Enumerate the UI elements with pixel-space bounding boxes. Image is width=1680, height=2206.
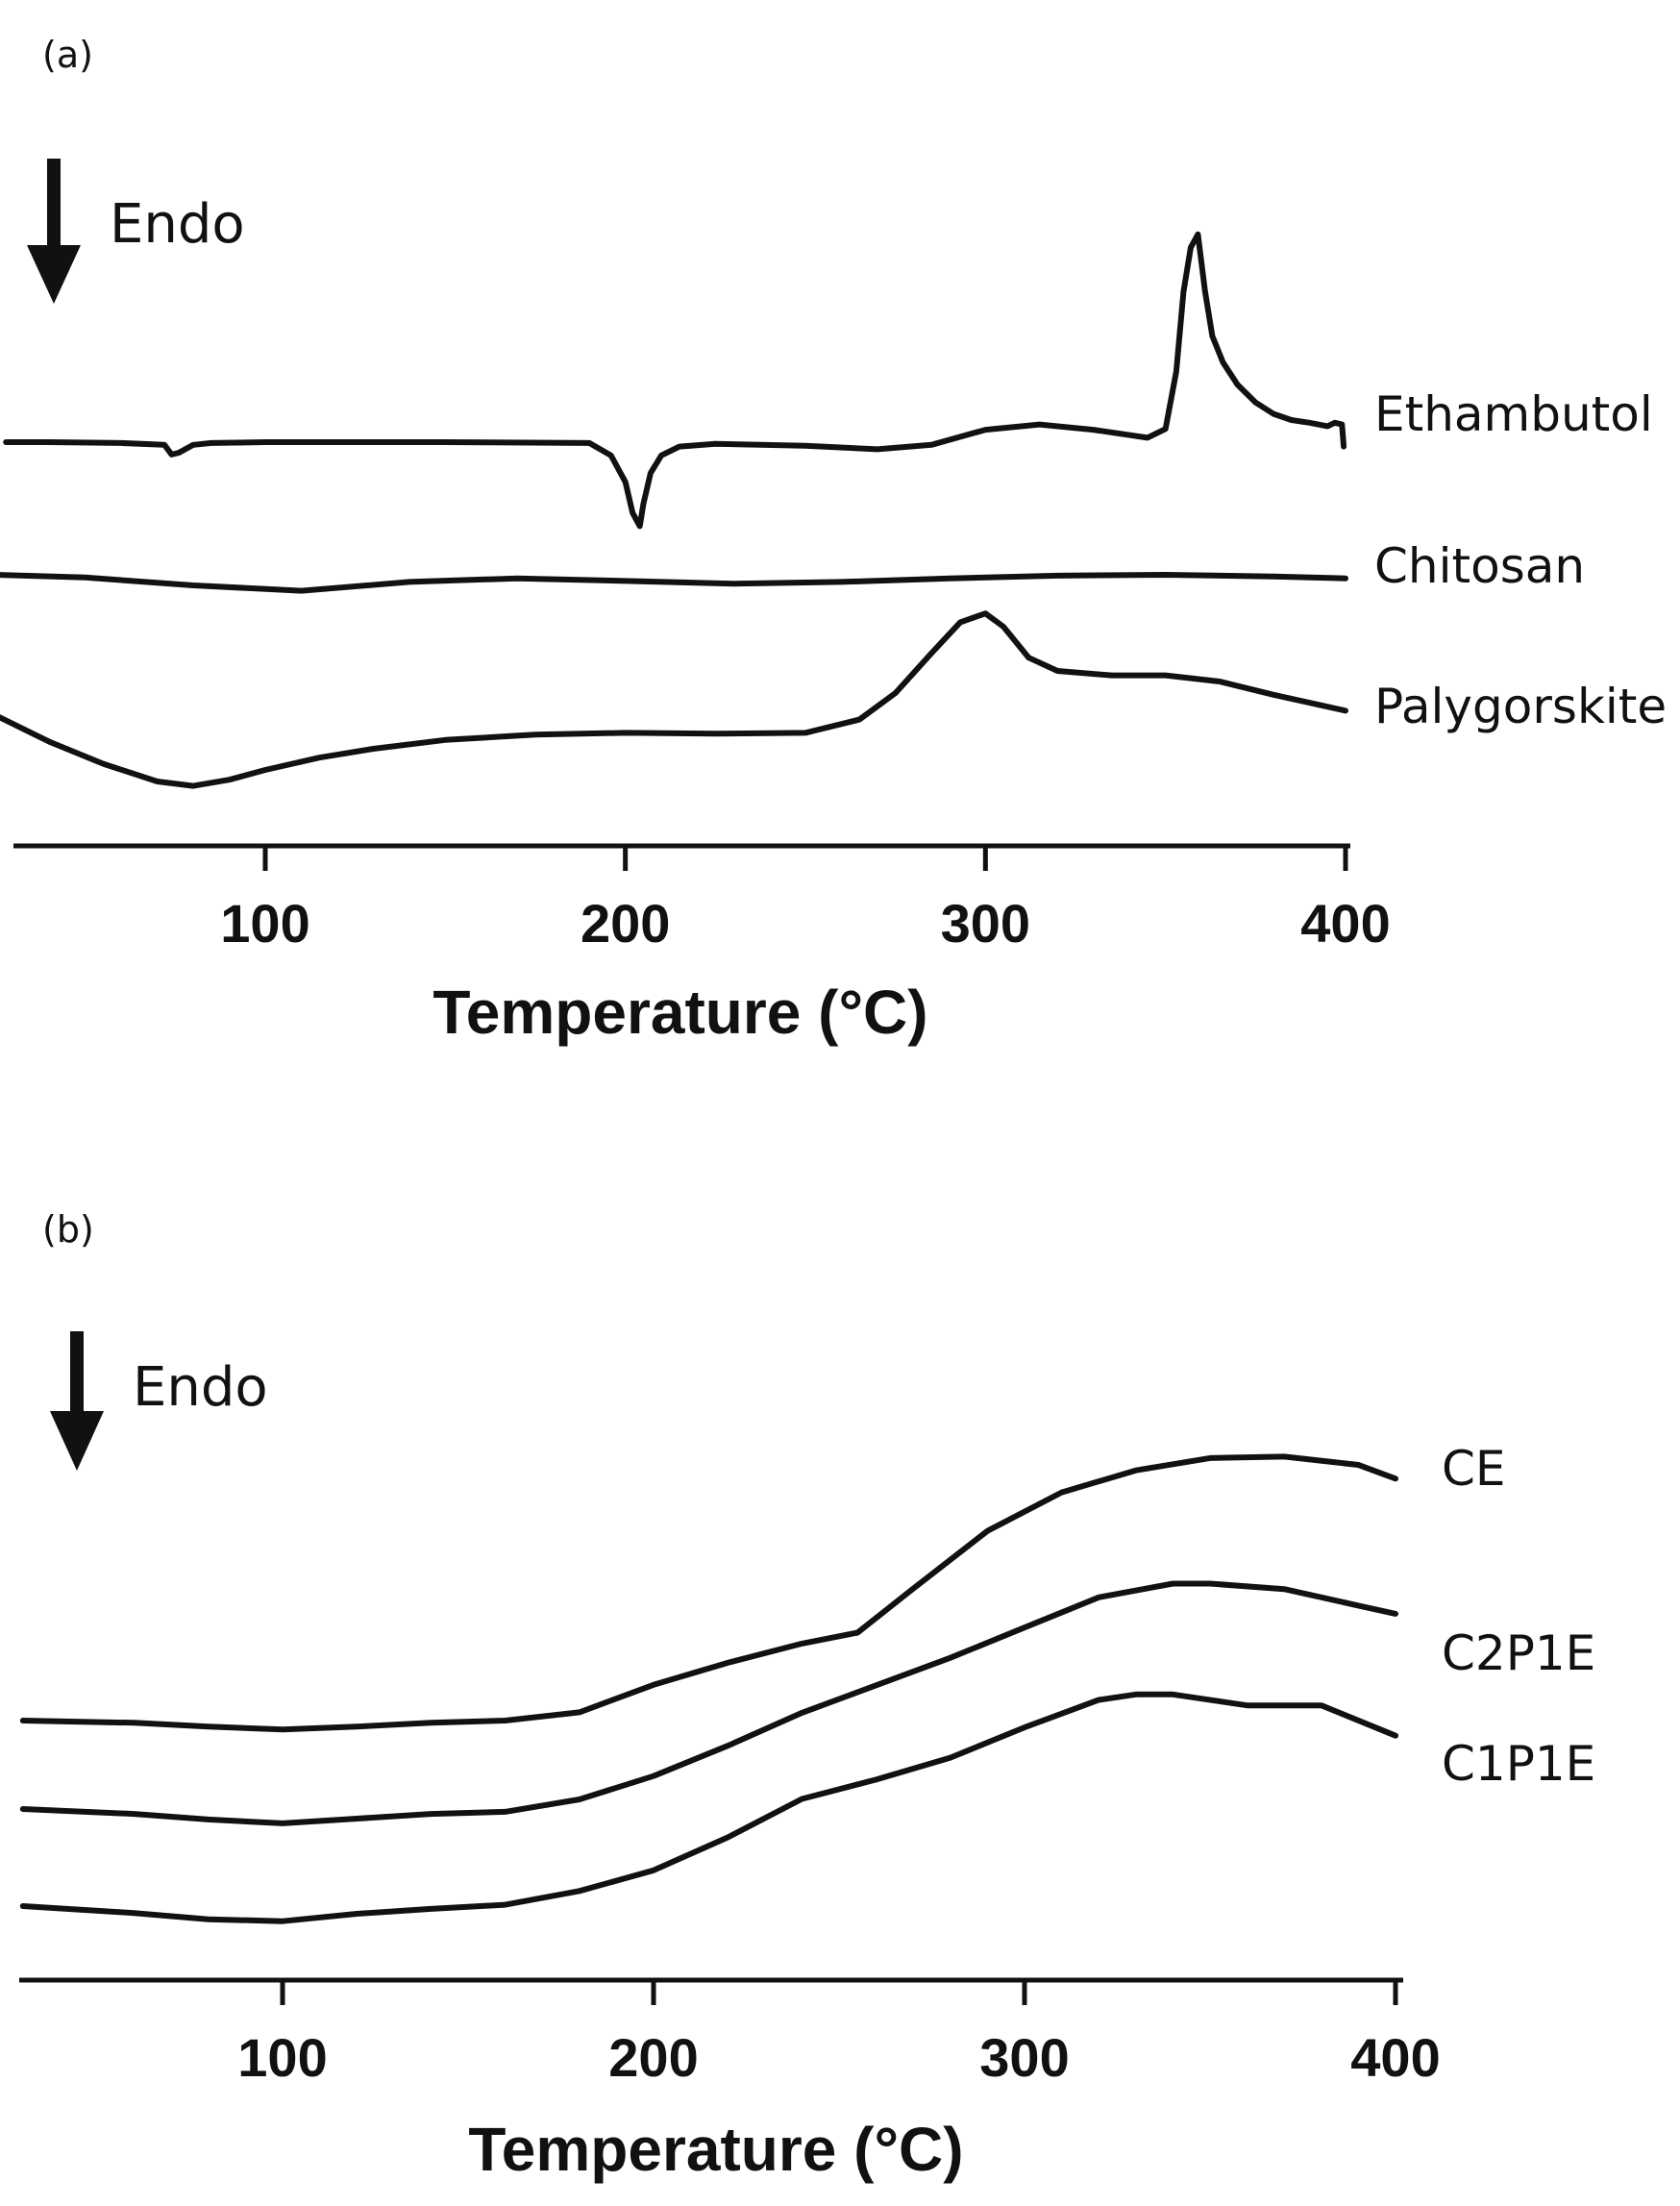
series-label-palygorskite: Palygorskite <box>1374 679 1667 734</box>
x-tick-label-a-100: 100 <box>220 893 309 954</box>
series-label-ethambutol: Ethambutol <box>1374 386 1653 442</box>
series-label-c2p1e: C2P1E <box>1442 1625 1595 1681</box>
x-tick-label-b-300: 300 <box>979 2027 1069 2088</box>
panel-a: (a) Endo Ethambutol Chitosan Palygorskit… <box>0 34 1667 1047</box>
endo-label-a: Endo <box>110 193 245 256</box>
panel-b: (b) Endo CE C2P1E C1P1E 100 200 300 400 … <box>19 1208 1595 2184</box>
x-tick-label-b-400: 400 <box>1350 2027 1440 2088</box>
curve-ethambutol <box>3 231 1347 530</box>
curve-ce <box>19 1453 1398 1733</box>
series-label-c1p1e: C1P1E <box>1442 1736 1595 1792</box>
curve-c2p1e <box>19 1580 1398 1826</box>
panel-b-label: (b) <box>42 1208 94 1251</box>
curve-chitosan <box>0 572 1348 594</box>
x-tick-label-a-200: 200 <box>581 893 670 954</box>
x-tick-label-a-300: 300 <box>941 893 1030 954</box>
endo-arrow-icon <box>50 1331 104 1471</box>
curve-palygorskite <box>0 610 1348 789</box>
series-label-ce: CE <box>1442 1441 1506 1497</box>
x-tick-label-b-100: 100 <box>237 2027 327 2088</box>
endo-arrow-icon <box>27 159 81 304</box>
panel-a-label: (a) <box>42 34 93 76</box>
x-tick-label-b-200: 200 <box>608 2027 698 2088</box>
x-axis-title-b: Temperature (°C) <box>468 2115 963 2184</box>
endo-label-b: Endo <box>133 1356 268 1419</box>
series-label-chitosan: Chitosan <box>1374 538 1585 594</box>
curve-c1p1e <box>19 1691 1398 1924</box>
x-tick-label-a-400: 400 <box>1300 893 1390 954</box>
x-axis-title-a: Temperature (°C) <box>432 978 927 1047</box>
